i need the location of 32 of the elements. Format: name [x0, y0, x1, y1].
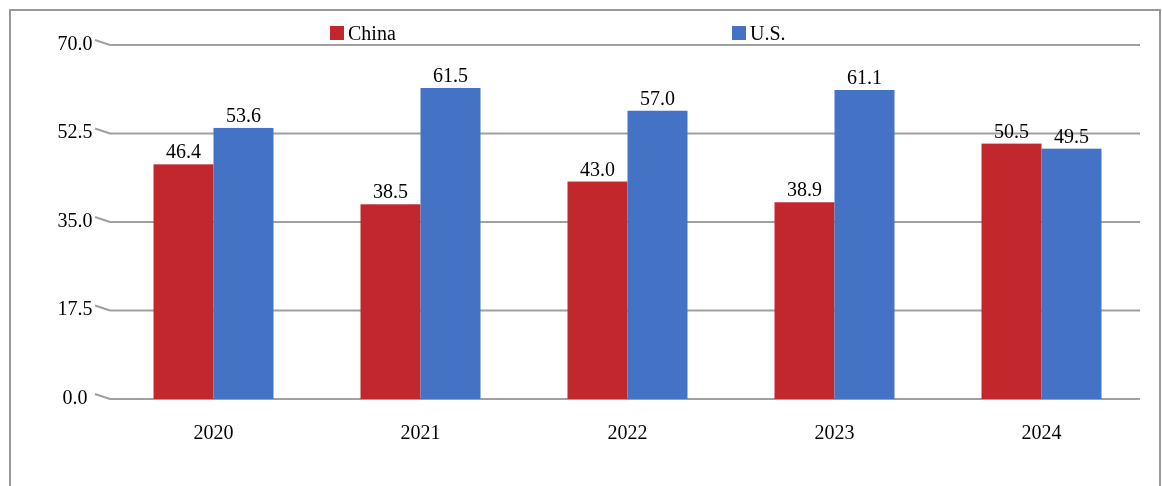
- y-tick-label: 35.0: [57, 208, 93, 231]
- legend-label: China: [348, 22, 396, 44]
- y-tick-label: 70.0: [57, 31, 93, 54]
- x-tick-label: 2023: [814, 421, 855, 443]
- data-label: 53.6: [226, 103, 261, 126]
- data-label: 43.0: [580, 157, 615, 180]
- data-label: 49.5: [1054, 124, 1089, 147]
- legend-label: U.S.: [750, 22, 786, 44]
- y-tick-label: 0.0: [62, 385, 88, 408]
- data-label: 61.1: [847, 66, 882, 89]
- x-tick-label: 2022: [607, 421, 648, 443]
- y-tick-label: 52.5: [57, 120, 93, 143]
- bar: [834, 90, 895, 399]
- x-tick-label: 2021: [400, 421, 441, 443]
- data-label: 57.0: [640, 86, 675, 109]
- bar: [1041, 148, 1102, 399]
- x-tick-label: 2024: [1021, 421, 1062, 443]
- data-label: 61.5: [433, 63, 468, 86]
- data-label: 50.5: [994, 119, 1029, 142]
- bar: [627, 110, 688, 399]
- bar: [360, 204, 421, 399]
- data-label: 46.4: [166, 140, 201, 163]
- data-label: 38.5: [373, 180, 408, 203]
- data-label: 38.9: [787, 178, 822, 201]
- bar: [213, 127, 274, 399]
- bar: [420, 87, 481, 399]
- bar: [567, 181, 628, 399]
- bar: [774, 202, 835, 399]
- bar: [153, 164, 214, 399]
- bar: [981, 143, 1042, 399]
- y-tick-label: 17.5: [57, 297, 93, 320]
- x-tick-label: 2020: [193, 421, 234, 443]
